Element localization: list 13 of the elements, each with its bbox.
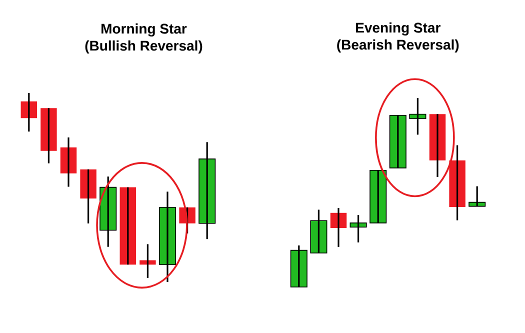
candlestick xyxy=(389,114,406,169)
candlestick xyxy=(40,107,57,164)
candlestick xyxy=(370,170,387,224)
candlestick xyxy=(350,214,367,244)
candlestick xyxy=(310,208,328,254)
candlestick xyxy=(290,244,308,288)
chart-subtitle: (Bearish Reversal) xyxy=(337,39,459,52)
candlestick xyxy=(198,141,216,240)
chart-subtitle: (Bullish Reversal) xyxy=(85,40,202,54)
candlestick xyxy=(80,168,96,224)
chart-title: Evening Star xyxy=(356,22,440,36)
chart-title: Morning Star xyxy=(102,23,187,37)
candlestick xyxy=(120,186,136,266)
